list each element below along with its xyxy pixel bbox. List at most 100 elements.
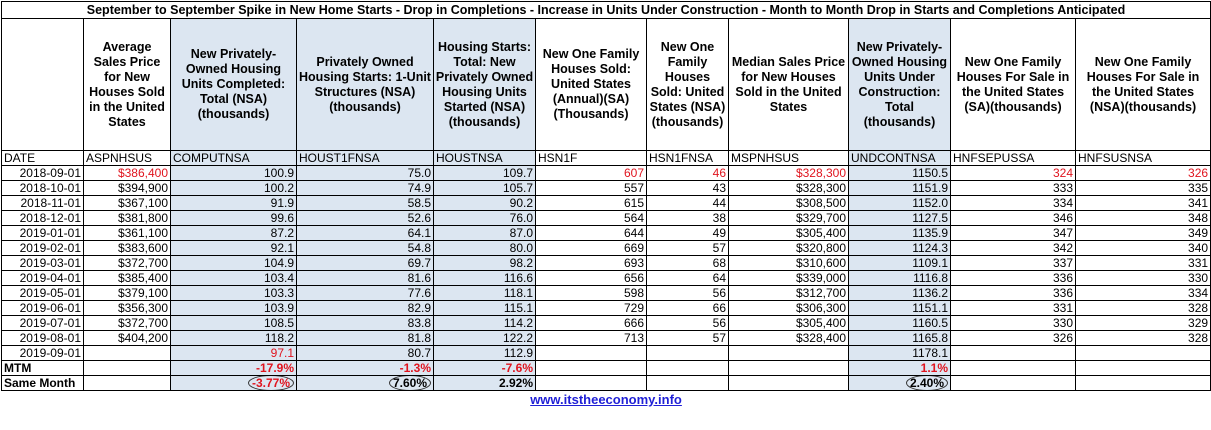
- value-cell: $305,400: [728, 225, 849, 241]
- value-cell: 112.9: [433, 345, 536, 361]
- row-label: MTM: [1, 360, 84, 376]
- value-cell: 346: [950, 210, 1076, 226]
- value-cell: 116.6: [433, 270, 536, 286]
- value-cell: 1178.1: [848, 345, 951, 361]
- value-cell: 1124.3: [848, 240, 951, 256]
- table-row: 2019-05-01 $379,100 103.3 77.6 118.1 598 56 $31…: [1, 285, 1211, 301]
- value-cell: $404,200: [83, 330, 171, 346]
- value-cell: 330: [1074, 270, 1211, 286]
- empty-cell: [950, 360, 1076, 376]
- value-cell: 334: [950, 195, 1076, 211]
- date-cell: 2019-02-01: [1, 240, 84, 256]
- value-cell: $328,300: [728, 165, 849, 181]
- value-cell: 66: [646, 300, 729, 316]
- value-cell: 56: [646, 315, 729, 331]
- value-cell: 97.1: [170, 345, 297, 361]
- value-cell: 75.0: [296, 165, 434, 181]
- row-label: Same Month: [1, 375, 84, 391]
- value-cell: 729: [535, 300, 647, 316]
- value-cell: 57: [646, 240, 729, 256]
- value-cell: 1109.1: [848, 255, 951, 271]
- mtm-row: MTM -17.9% -1.3% -7.6% 1.1%: [1, 360, 1211, 376]
- percent-change-cell: -7.6%: [433, 360, 536, 376]
- value-cell: $310,600: [728, 255, 849, 271]
- value-cell: 82.9: [296, 300, 434, 316]
- value-cell: 81.8: [296, 330, 434, 346]
- value-cell: 68: [646, 255, 729, 271]
- value-cell: 46: [646, 165, 729, 181]
- date-cell: 2018-10-01: [1, 180, 84, 196]
- series-code: DATE: [1, 150, 84, 166]
- series-code: HOUSTNSA: [433, 150, 536, 166]
- table-row: 2019-04-01 $385,400 103.4 81.6 116.6 656 64 $33…: [1, 270, 1211, 286]
- column-header: Average Sales Price for New Houses Sold …: [83, 18, 171, 151]
- circled-value: -3.77%: [247, 376, 294, 390]
- column-header: New One Family Houses For Sale in the Un…: [1074, 18, 1211, 151]
- value-cell: 98.2: [433, 255, 536, 271]
- value-cell: 109.7: [433, 165, 536, 181]
- value-cell: $328,400: [728, 330, 849, 346]
- value-cell: 1135.9: [848, 225, 951, 241]
- table-row: 2018-09-01 $386,400 100.9 75.0 109.7 607 46 $32…: [1, 165, 1211, 181]
- value-cell: [535, 345, 647, 361]
- series-code: COMPUTNSA: [170, 150, 297, 166]
- same-month-row: Same Month -3.77% 7.60% 2.92% 2.40%: [1, 375, 1211, 391]
- column-header: New One Family Houses Sold: United State…: [646, 18, 729, 151]
- empty-cell: [83, 375, 171, 391]
- value-cell: 331: [950, 300, 1076, 316]
- empty-cell: [728, 375, 849, 391]
- value-cell: $372,700: [83, 255, 171, 271]
- value-cell: [83, 345, 171, 361]
- table-row: 2018-11-01 $367,100 91.9 58.5 90.2 615 44 $308,…: [1, 195, 1211, 211]
- value-cell: 80.7: [296, 345, 434, 361]
- series-code: HNFSEPUSSA: [950, 150, 1076, 166]
- date-cell: 2019-01-01: [1, 225, 84, 241]
- value-cell: 1136.2: [848, 285, 951, 301]
- value-cell: 43: [646, 180, 729, 196]
- date-cell: 2019-08-01: [1, 330, 84, 346]
- value-cell: 329: [1074, 315, 1211, 331]
- value-cell: 598: [535, 285, 647, 301]
- value-cell: 331: [1074, 255, 1211, 271]
- value-cell: 87.0: [433, 225, 536, 241]
- value-cell: 105.7: [433, 180, 536, 196]
- empty-cell: [728, 360, 849, 376]
- value-cell: 326: [1074, 165, 1211, 181]
- column-header: Privately Owned Housing Starts: 1-Unit S…: [296, 18, 434, 151]
- value-cell: $381,800: [83, 210, 171, 226]
- value-cell: $328,300: [728, 180, 849, 196]
- table-row: 2019-08-01 $404,200 118.2 81.8 122.2 713 57 $32…: [1, 330, 1211, 346]
- table-row: 2019-01-01 $361,100 87.2 64.1 87.0 644 49 $305,…: [1, 225, 1211, 241]
- value-cell: 114.2: [433, 315, 536, 331]
- value-cell: [728, 345, 849, 361]
- column-header: Median Sales Price for New Houses Sold i…: [728, 18, 849, 151]
- value-cell: 336: [950, 270, 1076, 286]
- value-cell: 52.6: [296, 210, 434, 226]
- value-cell: 666: [535, 315, 647, 331]
- value-cell: 334: [1074, 285, 1211, 301]
- empty-cell: [646, 360, 729, 376]
- value-cell: 348: [1074, 210, 1211, 226]
- column-header: [1, 18, 84, 151]
- value-cell: 340: [1074, 240, 1211, 256]
- value-cell: 87.2: [170, 225, 297, 241]
- table-row: 2019-06-01 $356,300 103.9 82.9 115.1 729 66 $30…: [1, 300, 1211, 316]
- value-cell: 1160.5: [848, 315, 951, 331]
- value-cell: $312,700: [728, 285, 849, 301]
- website-link[interactable]: www.itstheeconomy.info: [530, 392, 682, 407]
- value-cell: $305,400: [728, 315, 849, 331]
- value-cell: 74.9: [296, 180, 434, 196]
- percent-change-cell: -17.9%: [170, 360, 297, 376]
- value-cell: 108.5: [170, 315, 297, 331]
- value-cell: 1151.9: [848, 180, 951, 196]
- value-cell: 557: [535, 180, 647, 196]
- footer-cell: www.itstheeconomy.info: [2, 391, 1211, 410]
- percent-change-cell: 2.92%: [433, 375, 536, 391]
- percent-change-cell: 2.40%: [848, 375, 951, 391]
- date-cell: 2019-05-01: [1, 285, 84, 301]
- value-cell: $308,500: [728, 195, 849, 211]
- value-cell: 99.6: [170, 210, 297, 226]
- value-cell: 656: [535, 270, 647, 286]
- value-cell: 644: [535, 225, 647, 241]
- value-cell: 77.6: [296, 285, 434, 301]
